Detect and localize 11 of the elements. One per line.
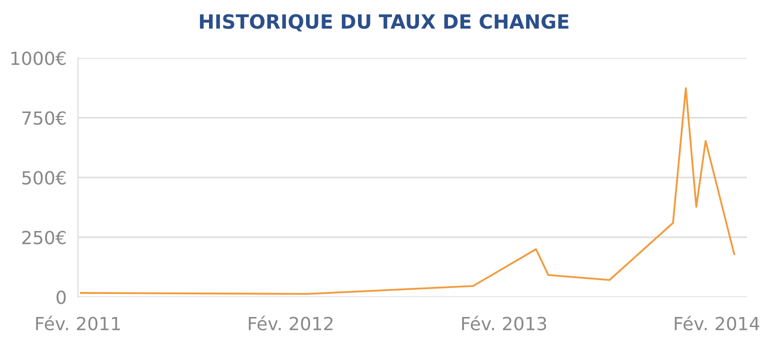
y-tick-label: 750€ <box>22 111 66 125</box>
x-tick-label: Fév. 2011 <box>36 316 120 330</box>
x-tick-label: Fév. 2013 <box>462 316 546 330</box>
line-series <box>80 87 736 295</box>
y-tick-label: 1000€ <box>11 51 66 66</box>
y-tick-label: 250€ <box>22 230 66 244</box>
y-tick-label: 0 <box>56 290 66 304</box>
chart-title: HISTORIQUE DU TAUX DE CHANGE <box>200 14 568 32</box>
y-tick-label: 500€ <box>22 170 66 185</box>
x-tick-label: Fév. 2012 <box>248 316 333 330</box>
x-tick-label: Fév. 2014 <box>674 316 760 330</box>
